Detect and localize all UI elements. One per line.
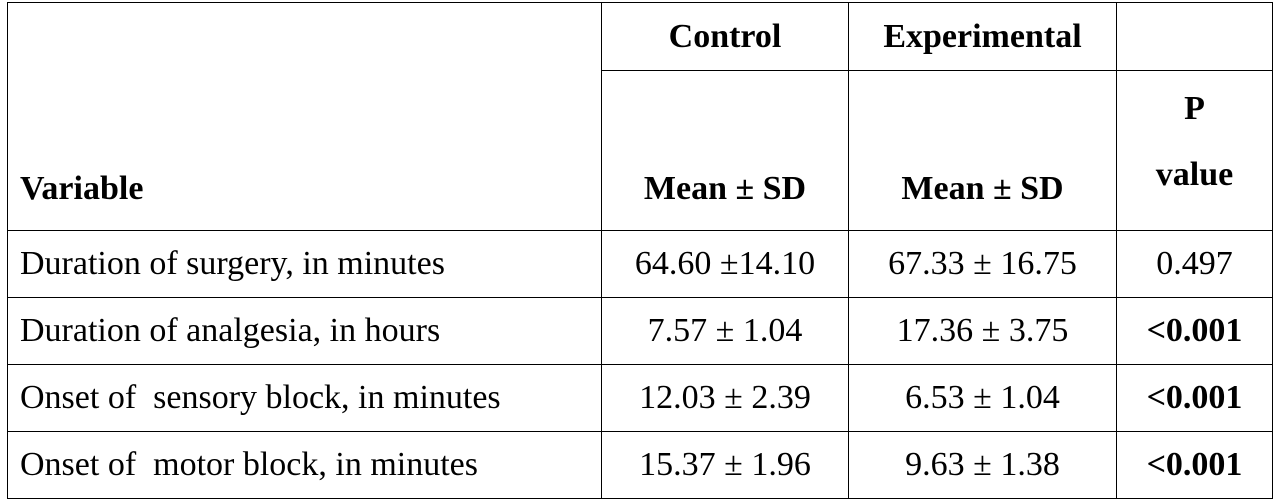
- table-body: Duration of surgery, in minutes 64.60 ±14…: [7, 230, 1273, 499]
- table-cell: Onset of motor block, in minutes: [7, 431, 602, 499]
- table-cell: 6.53 ± 1.04: [848, 364, 1117, 432]
- header-cell: Control: [601, 2, 849, 71]
- table-cell: 0.497: [1116, 230, 1273, 298]
- table-cell: 15.37 ± 1.96: [601, 431, 849, 499]
- header-cell: [1116, 2, 1273, 71]
- table-cell: Duration of analgesia, in hours: [7, 297, 602, 365]
- header-cell: Experimental: [848, 2, 1117, 71]
- header-cell: P value: [1116, 70, 1273, 231]
- header-row: Mean ± SD Mean ± SD P value: [8, 70, 1273, 231]
- table-row: Duration of analgesia, in hours 7.57 ± 1.…: [7, 297, 1273, 365]
- header-cell: Variable: [7, 2, 602, 231]
- header-cell: Mean ± SD: [601, 70, 849, 231]
- header-text: P value: [1155, 90, 1234, 193]
- table-cell: 64.60 ±14.10: [601, 230, 849, 298]
- table-cell: <0.001: [1116, 297, 1273, 365]
- table-row: Onset of sensory block, in minutes 12.03 …: [7, 364, 1273, 432]
- header-cell: Mean ± SD: [848, 70, 1117, 231]
- table-cell: 12.03 ± 2.39: [601, 364, 849, 432]
- table-row: Onset of motor block, in minutes 15.37 ± …: [7, 431, 1273, 499]
- table-row: Duration of surgery, in minutes 64.60 ±14…: [7, 230, 1273, 298]
- table-cell: 67.33 ± 16.75: [848, 230, 1117, 298]
- table-cell: 7.57 ± 1.04: [601, 297, 849, 365]
- table-cell: 17.36 ± 3.75: [848, 297, 1117, 365]
- header-row: Variable Control Experimental: [7, 2, 1273, 231]
- data-table: Variable Control Experimental Mean ± SD …: [7, 2, 1273, 499]
- table-cell: Onset of sensory block, in minutes: [7, 364, 602, 432]
- table-cell: <0.001: [1116, 364, 1273, 432]
- table-cell: 9.63 ± 1.38: [848, 431, 1117, 499]
- table-cell: Duration of surgery, in minutes: [7, 230, 602, 298]
- table-cell: <0.001: [1116, 431, 1273, 499]
